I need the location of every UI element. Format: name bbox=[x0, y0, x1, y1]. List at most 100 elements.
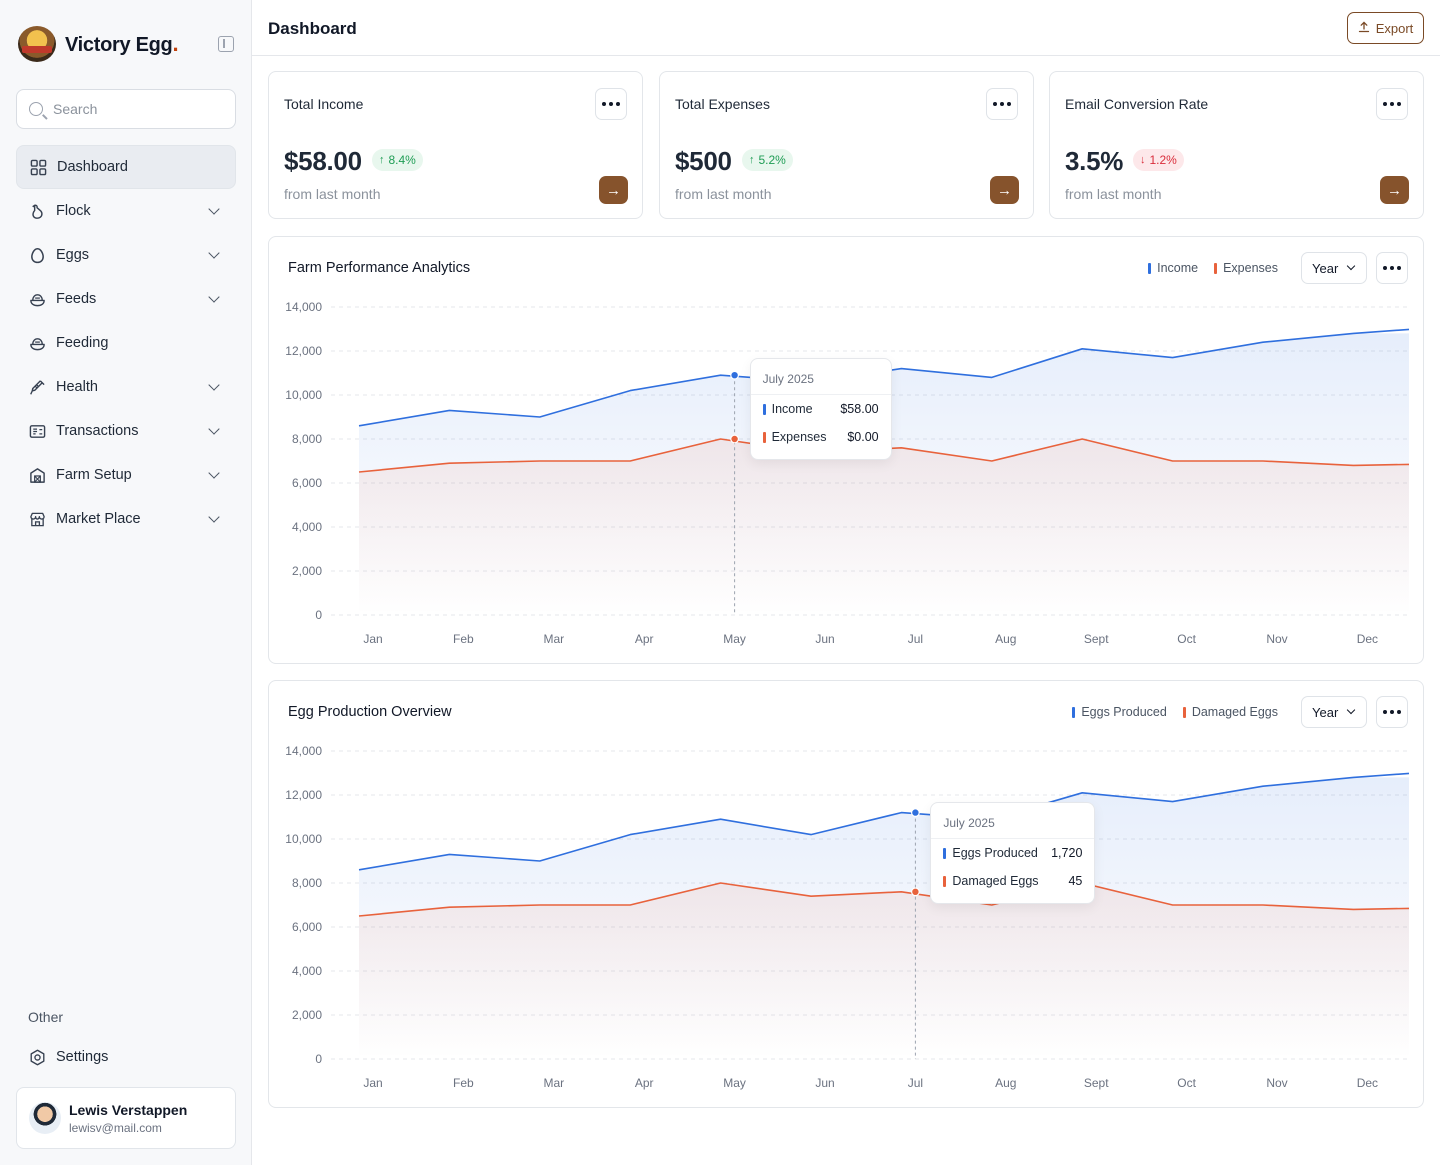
y-tick-label: 12,000 bbox=[285, 344, 322, 358]
x-tick-label: Mar bbox=[543, 1076, 564, 1090]
arrow-down-icon: ↓ bbox=[1140, 154, 1146, 166]
stat-card-total-income: Total Income $58.00 ↑ 8.4% from last month → bbox=[268, 71, 643, 219]
sidebar-item-feeds[interactable]: Feeds bbox=[16, 277, 236, 321]
stat-subtext: from last month bbox=[1065, 186, 1162, 202]
sidebar-item-label: Health bbox=[56, 379, 98, 395]
brand-name: Victory Egg. bbox=[65, 31, 179, 56]
sidebar-item-farm-setup[interactable]: Farm Setup bbox=[16, 453, 236, 497]
legend-item-eggs-produced: Eggs Produced bbox=[1072, 705, 1167, 719]
chevron-down-icon[interactable] bbox=[208, 467, 220, 479]
more-options-button[interactable] bbox=[1376, 252, 1408, 284]
arrow-right-icon: → bbox=[606, 181, 621, 199]
sidebar-item-eggs[interactable]: Eggs bbox=[16, 233, 236, 277]
chevron-down-icon[interactable] bbox=[208, 203, 220, 215]
period-select[interactable]: Year bbox=[1301, 696, 1367, 728]
stat-value: $58.00 bbox=[284, 146, 362, 176]
chart-plot: 0 2,000 4,000 6,000 8,000 10,000 12,000 14,000 J… bbox=[285, 744, 1410, 1090]
topbar: Dashboard Export bbox=[252, 0, 1440, 56]
search-input[interactable] bbox=[53, 101, 223, 117]
more-options-button[interactable] bbox=[595, 88, 627, 120]
chevron-down-icon[interactable] bbox=[208, 291, 220, 303]
chevron-down-icon[interactable] bbox=[208, 247, 220, 259]
sidebar-item-settings[interactable]: Settings bbox=[16, 1037, 236, 1077]
series-line-eggs-produced bbox=[358, 772, 1410, 871]
view-details-button[interactable]: → bbox=[990, 176, 1019, 204]
stat-value: 3.5% bbox=[1065, 146, 1124, 176]
tooltip-row: Damaged Eggs 45 bbox=[931, 867, 1094, 895]
more-options-button[interactable] bbox=[1376, 88, 1408, 120]
y-tick-label: 8,000 bbox=[292, 432, 322, 446]
legend-swatch bbox=[1214, 262, 1218, 274]
x-tick-label: Oct bbox=[1177, 1076, 1196, 1090]
x-tick-label: Jan bbox=[363, 632, 382, 646]
hen-icon bbox=[28, 202, 46, 220]
sidebar-item-label: Flock bbox=[56, 203, 91, 219]
sidebar-item-transactions[interactable]: Transactions bbox=[16, 409, 236, 453]
x-tick-label: Jun bbox=[815, 1076, 834, 1090]
y-tick-label: 0 bbox=[315, 608, 322, 622]
arrow-right-icon: → bbox=[997, 181, 1012, 199]
tooltip-row: Income $58.00 bbox=[751, 395, 891, 423]
chevron-down-icon[interactable] bbox=[208, 511, 220, 523]
x-tick-label: Nov bbox=[1266, 1076, 1287, 1090]
tooltip-label: Expenses bbox=[771, 430, 827, 444]
tooltip-row: Eggs Produced 1,720 bbox=[931, 839, 1094, 867]
sidebar: Victory Egg. Dashboard Flock Eggs Feeds Feed… bbox=[0, 0, 252, 1165]
brand[interactable]: Victory Egg. bbox=[18, 26, 179, 62]
tooltip-label: Eggs Produced bbox=[952, 846, 1038, 860]
more-options-button[interactable] bbox=[1376, 696, 1408, 728]
sidebar-item-feeding[interactable]: Feeding bbox=[16, 321, 236, 365]
legend-swatch bbox=[1148, 262, 1152, 274]
x-tick-label: Jun bbox=[815, 632, 834, 646]
y-tick-label: 10,000 bbox=[285, 832, 322, 846]
change-badge: ↑ 5.2% bbox=[742, 149, 793, 171]
hover-marker-expenses bbox=[730, 434, 740, 444]
tooltip-row: Expenses $0.00 bbox=[751, 423, 891, 451]
sidebar-item-market-place[interactable]: Market Place bbox=[16, 497, 236, 541]
change-value: 1.2% bbox=[1149, 153, 1177, 167]
arrow-up-icon: ↑ bbox=[379, 154, 385, 166]
x-tick-label: Dec bbox=[1357, 632, 1378, 646]
x-tick-label: Nov bbox=[1266, 632, 1287, 646]
legend-label: Damaged Eggs bbox=[1191, 705, 1278, 719]
sidebar-collapse-icon[interactable] bbox=[218, 36, 234, 52]
view-details-button[interactable]: → bbox=[1380, 176, 1409, 204]
settings-icon bbox=[28, 1048, 46, 1066]
stat-title: Email Conversion Rate bbox=[1065, 96, 1209, 112]
period-select[interactable]: Year bbox=[1301, 252, 1367, 284]
chart-tooltip: July 2025 Eggs Produced 1,720 Damaged Eggs 4… bbox=[930, 802, 1096, 904]
chevron-down-icon bbox=[1346, 705, 1356, 715]
settings-label: Settings bbox=[56, 1049, 109, 1065]
egg-icon bbox=[28, 246, 46, 264]
y-tick-label: 0 bbox=[315, 1052, 322, 1066]
series-area-eggs-produced bbox=[359, 777, 1409, 1059]
y-tick-label: 6,000 bbox=[292, 476, 322, 490]
series-area-damaged-eggs bbox=[359, 883, 1409, 1059]
x-tick-label: Feb bbox=[453, 632, 474, 646]
sidebar-item-dashboard[interactable]: Dashboard bbox=[16, 145, 236, 189]
sidebar-item-flock[interactable]: Flock bbox=[16, 189, 236, 233]
x-tick-label: Apr bbox=[635, 632, 654, 646]
chevron-down-icon[interactable] bbox=[208, 379, 220, 391]
more-horizontal-icon bbox=[992, 102, 1013, 106]
search-box[interactable] bbox=[16, 89, 236, 129]
legend-item-expenses: Expenses bbox=[1214, 261, 1278, 275]
x-tick-label: Dec bbox=[1357, 1076, 1378, 1090]
stat-subtext: from last month bbox=[284, 186, 381, 202]
user-profile-card[interactable]: Lewis Verstappen lewisv@mail.com bbox=[16, 1087, 236, 1149]
x-tick-label: Jul bbox=[908, 632, 923, 646]
chart-title: Farm Performance Analytics bbox=[288, 260, 471, 276]
change-value: 8.4% bbox=[388, 153, 416, 167]
sidebar-item-label: Feeds bbox=[56, 291, 97, 307]
export-button[interactable]: Export bbox=[1347, 12, 1424, 44]
stat-value: $500 bbox=[675, 146, 732, 176]
chevron-down-icon[interactable] bbox=[208, 423, 220, 435]
view-details-button[interactable]: → bbox=[599, 176, 628, 204]
more-options-button[interactable] bbox=[986, 88, 1018, 120]
user-email: lewisv@mail.com bbox=[69, 1120, 162, 1135]
feed-bowl-icon bbox=[28, 290, 46, 308]
sidebar-item-label: Market Place bbox=[56, 511, 141, 527]
sidebar-item-label: Transactions bbox=[56, 423, 139, 439]
sidebar-item-health[interactable]: Health bbox=[16, 365, 236, 409]
period-select-value: Year bbox=[1312, 260, 1339, 276]
